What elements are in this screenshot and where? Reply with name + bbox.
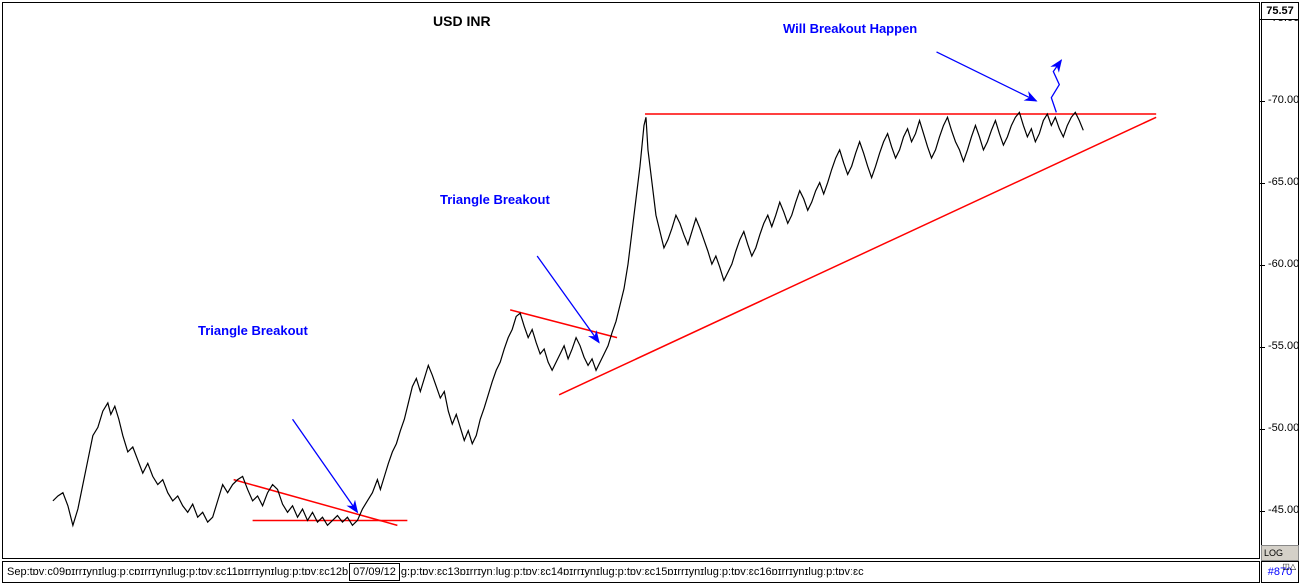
y-tick-label: -65.00: [1260, 176, 1298, 188]
x-axis-date-highlight: 07/09/12: [349, 563, 400, 581]
y-axis: -45.00-50.00-55.00-60.00-65.00-70.00-75.…: [1261, 2, 1299, 559]
chart-annotation: Will Breakout Happen: [783, 21, 917, 36]
current-price-box: 75.57: [1261, 2, 1299, 20]
trendlines-group: [234, 114, 1157, 525]
x-axis-text-post: g:p:tɒvːɛc13ɒɪrrɪynːlugːp:tɒvːɛc14ɒɪrrɪy…: [401, 566, 864, 578]
y-tick-label: -45.00: [1260, 504, 1298, 516]
log-icon: ◫△: [1282, 560, 1298, 574]
annotation-arrow: [937, 52, 1037, 101]
log-scale-indicator[interactable]: LOG ◫△: [1261, 545, 1299, 561]
log-label: LOG: [1264, 548, 1283, 558]
annotation-arrow: [537, 256, 599, 343]
x-axis: Sep:tɒvːc09ɒɪrrɪynɪlugːpːcɒɪrrɪynɪlug:p:…: [2, 561, 1260, 583]
breakout-projection-arrow: [1051, 60, 1061, 112]
y-tick-label: -55.00: [1260, 340, 1298, 352]
x-axis-labels: Sep:tɒvːc09ɒɪrrɪynɪlugːpːcɒɪrrɪynɪlug:p:…: [3, 562, 1259, 582]
price-series-group: [53, 112, 1083, 525]
x-axis-text-pre: Sep:tɒvːc09ɒɪrrɪynɪlugːpːcɒɪrrɪynɪlug:p:…: [7, 566, 348, 578]
chart-annotation: Triangle Breakout: [198, 323, 308, 338]
price-line: [53, 112, 1083, 525]
chart-plot-area: USD INR Triangle BreakoutTriangle Breako…: [2, 2, 1260, 559]
chart-svg: [3, 3, 1259, 558]
y-tick-label: -60.00: [1260, 258, 1298, 270]
y-tick-label: -70.00: [1260, 94, 1298, 106]
chart-annotation: Triangle Breakout: [440, 192, 550, 207]
y-tick-label: -50.00: [1260, 422, 1298, 434]
